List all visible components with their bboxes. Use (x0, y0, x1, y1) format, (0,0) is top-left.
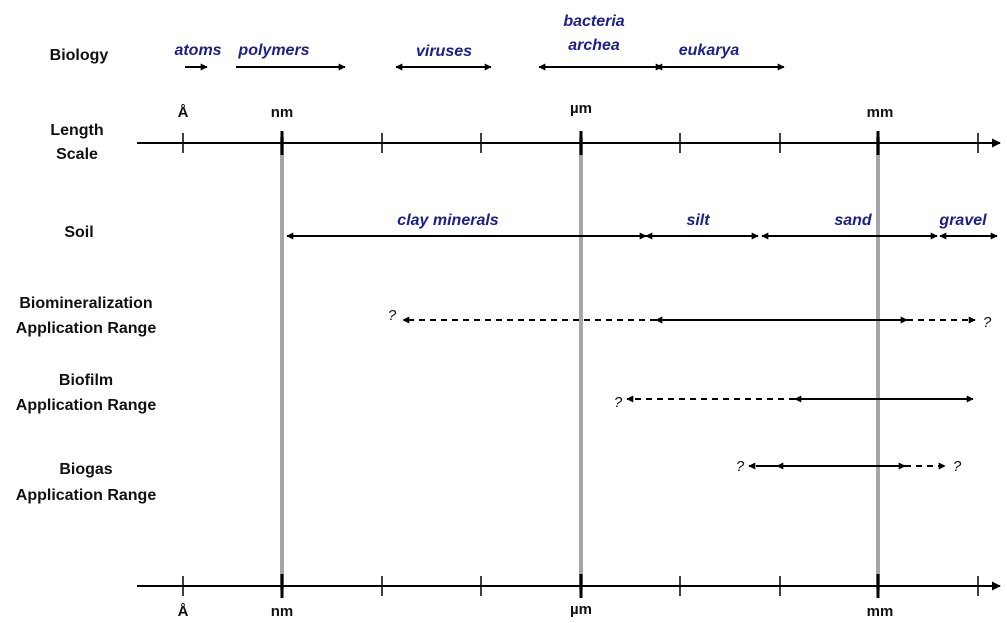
row-label-biology: Biology (50, 47, 109, 64)
row-label-soil: Soil (64, 224, 93, 241)
unit-label-angstrom: Å (178, 104, 189, 121)
biomineralization-unknown-right: ? (983, 314, 992, 331)
biology-polymers-label: polymers (237, 42, 309, 59)
row-label-biomineralization-2: Application Range (16, 320, 157, 337)
biology-bacteria-label: bacteria (563, 13, 624, 30)
soil-silt-label: silt (686, 212, 710, 229)
row-label-length-scale-2: Scale (56, 146, 98, 163)
unit-label-mm: mm (867, 104, 894, 121)
unit-label-um: µm (570, 100, 592, 117)
unit-label-nm: nm (271, 603, 294, 620)
biogas-range: ? ? (736, 458, 962, 475)
biology-viruses-label: viruses (416, 43, 472, 60)
unit-label-angstrom: Å (178, 603, 189, 620)
length-scale-axis-bottom: Å nm µm mm (137, 574, 1001, 620)
row-label-length-scale: Length (50, 122, 103, 139)
biomineralization-unknown-left: ? (388, 307, 397, 324)
biology-atoms-label: atoms (174, 42, 221, 59)
soil-gravel-label: gravel (938, 212, 987, 229)
row-label-biogas: Biogas (59, 461, 112, 478)
biofilm-unknown-left: ? (614, 394, 623, 411)
unit-label-nm: nm (271, 104, 294, 121)
biogas-unknown-right: ? (953, 458, 962, 475)
biology-ranges: atoms polymers viruses bacteria archea e… (174, 13, 785, 71)
soil-sand-label: sand (834, 212, 873, 229)
soil-ranges: clay minerals silt sand gravel (286, 212, 998, 240)
row-label-biofilm: Biofilm (59, 372, 113, 389)
row-label-biogas-2: Application Range (16, 487, 157, 504)
biomineralization-range: ? ? (388, 307, 992, 331)
row-label-biofilm-2: Application Range (16, 397, 157, 414)
biology-eukarya-label: eukarya (679, 42, 740, 59)
length-scale-axis-top: Å nm µm mm (137, 100, 1001, 155)
unit-label-um: µm (570, 601, 592, 618)
biofilm-range: ? (614, 394, 974, 411)
biogas-unknown-left: ? (736, 458, 745, 475)
soil-clay-label: clay minerals (397, 212, 499, 229)
row-label-biomineralization: Biomineralization (19, 295, 152, 312)
unit-label-mm: mm (867, 603, 894, 620)
biology-archea-label: archea (568, 37, 620, 54)
